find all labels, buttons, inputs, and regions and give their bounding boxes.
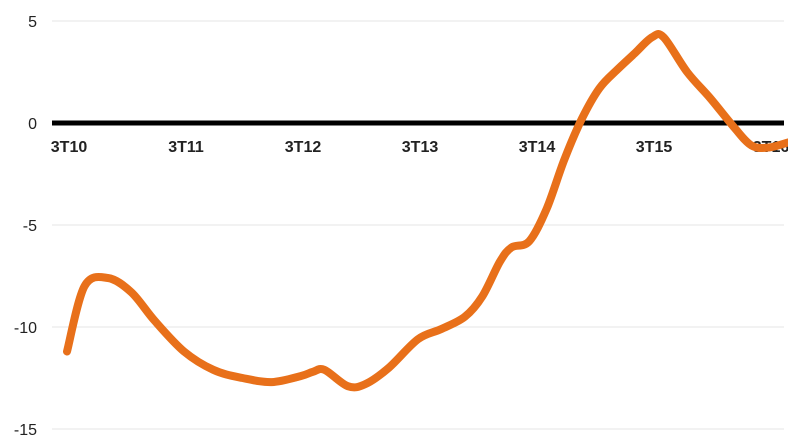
series-line	[63, 30, 788, 392]
x-tick-label: 3T11	[168, 139, 204, 156]
y-tick-label: -10	[14, 320, 37, 337]
x-axis-ticks: 3T10 3T11 3T12 3T13 3T14 3T15 3T16	[51, 139, 788, 156]
y-tick-label: 0	[28, 116, 37, 133]
y-axis-ticks: 5 0 -5 -10 -15	[14, 14, 37, 437]
y-tick-label: -5	[23, 218, 37, 235]
x-tick-label: 3T13	[402, 139, 439, 156]
y-tick-label: 5	[28, 14, 37, 31]
x-tick-label: 3T14	[519, 139, 556, 156]
y-tick-label: -15	[14, 422, 37, 437]
x-tick-label: 3T12	[285, 139, 322, 156]
gridlines	[52, 20, 784, 430]
x-tick-label: 3T10	[51, 139, 88, 156]
x-tick-label: 3T15	[636, 139, 673, 156]
